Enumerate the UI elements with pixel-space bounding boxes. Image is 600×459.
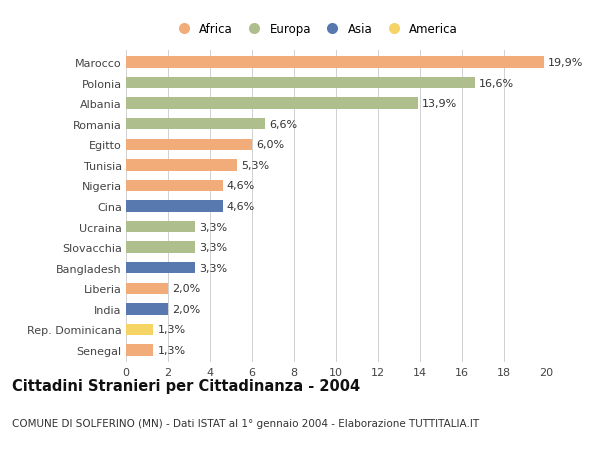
- Bar: [126, 324, 154, 336]
- Text: 2,0%: 2,0%: [172, 304, 200, 314]
- Text: Cittadini Stranieri per Cittadinanza - 2004: Cittadini Stranieri per Cittadinanza - 2…: [12, 379, 360, 394]
- Bar: [126, 221, 196, 233]
- Bar: [126, 139, 252, 151]
- Bar: [126, 119, 265, 130]
- Text: 4,6%: 4,6%: [227, 202, 255, 212]
- Text: 16,6%: 16,6%: [479, 78, 514, 88]
- Text: 4,6%: 4,6%: [227, 181, 255, 191]
- Text: 1,3%: 1,3%: [157, 345, 185, 355]
- Text: 5,3%: 5,3%: [241, 161, 269, 170]
- Bar: [126, 303, 168, 315]
- Legend: Africa, Europa, Asia, America: Africa, Europa, Asia, America: [170, 21, 460, 39]
- Text: 3,3%: 3,3%: [199, 263, 227, 273]
- Text: 3,3%: 3,3%: [199, 243, 227, 252]
- Text: 3,3%: 3,3%: [199, 222, 227, 232]
- Bar: [126, 78, 475, 89]
- Text: 13,9%: 13,9%: [422, 99, 457, 109]
- Bar: [126, 160, 238, 171]
- Text: 1,3%: 1,3%: [157, 325, 185, 335]
- Bar: [126, 242, 196, 253]
- Bar: [126, 98, 418, 110]
- Bar: [126, 57, 544, 68]
- Bar: [126, 180, 223, 192]
- Text: 2,0%: 2,0%: [172, 284, 200, 294]
- Text: COMUNE DI SOLFERINO (MN) - Dati ISTAT al 1° gennaio 2004 - Elaborazione TUTTITAL: COMUNE DI SOLFERINO (MN) - Dati ISTAT al…: [12, 418, 479, 428]
- Bar: [126, 263, 196, 274]
- Text: 6,0%: 6,0%: [256, 140, 284, 150]
- Bar: [126, 345, 154, 356]
- Text: 19,9%: 19,9%: [548, 58, 583, 68]
- Bar: [126, 201, 223, 212]
- Text: 6,6%: 6,6%: [269, 119, 297, 129]
- Bar: [126, 283, 168, 294]
